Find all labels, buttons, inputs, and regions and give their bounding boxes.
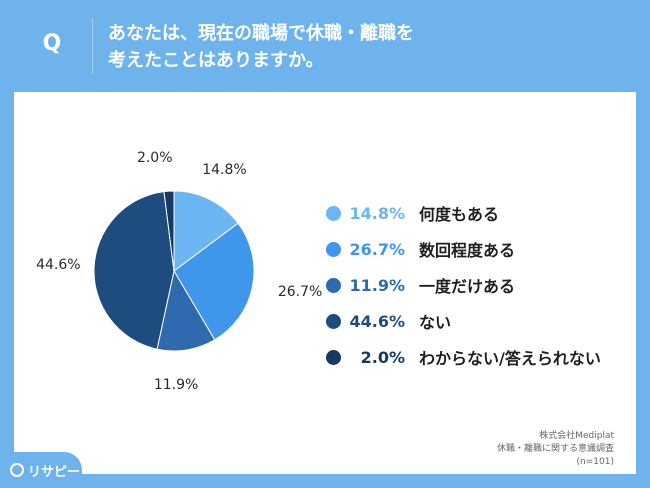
source-note: 株式会社Mediplat 休職・離職に関する意識調査 (n=101) <box>497 430 614 469</box>
question-line-1: あなたは、現在の職場で休職・離職を <box>108 23 414 44</box>
header: Q あなたは、現在の職場で休職・離職を 考えたことはありますか。 <box>0 0 650 92</box>
legend-item-2: 26.7% 数回程度ある <box>326 231 626 267</box>
logo: リサピー <box>0 452 82 488</box>
source-company: 株式会社Mediplat <box>539 431 614 441</box>
pie-percent-label-2: 26.7% <box>277 284 323 301</box>
legend-swatch <box>326 277 341 293</box>
pie-slice-2 <box>173 222 255 341</box>
source-sample-size: (n=101) <box>576 457 614 467</box>
legend-swatch <box>326 313 341 329</box>
question-text: あなたは、現在の職場で休職・離職を 考えたことはありますか。 <box>108 20 628 74</box>
legend-value: 26.7% <box>349 239 405 259</box>
legend-value: 2.0% <box>360 347 405 367</box>
question-marker: Q <box>42 31 62 56</box>
legend-swatch <box>326 349 341 365</box>
question-line-2: 考えたことはありますか。 <box>108 50 324 71</box>
legend-item-5: 2.0% わからない/答えられない <box>326 339 626 375</box>
logo-icon <box>10 463 24 477</box>
legend: 14.8% 何度もある 26.7% 数回程度ある 11.9% 一度だけある 44.6% ない 2… <box>326 195 626 375</box>
header-divider <box>92 18 93 74</box>
legend-swatch <box>326 205 341 221</box>
legend-value: 14.8% <box>349 203 405 223</box>
pie-percent-label-5: 2.0% <box>136 150 173 167</box>
legend-swatch <box>326 241 341 257</box>
pie-slice-5 <box>163 190 175 272</box>
legend-item-3: 11.9% 一度だけある <box>326 267 626 303</box>
pie-slice-4 <box>93 191 175 350</box>
legend-label: 一度だけある <box>419 277 516 296</box>
pie-percent-label-4: 44.6% <box>36 257 81 274</box>
pie-percent-label-3: 11.9% <box>153 376 199 393</box>
pie-chart <box>93 190 255 352</box>
chart-card: 14.8% 26.7% 11.9% 44.6% 2.0% 14.8% 何度もある 26.7%… <box>14 92 636 474</box>
pie-slice-3 <box>156 269 216 352</box>
legend-item-4: 44.6% ない <box>326 303 626 339</box>
legend-value: 11.9% <box>349 275 405 295</box>
source-survey: 休職・離職に関する意識調査 <box>496 444 614 454</box>
legend-label: 何度もある <box>419 205 500 224</box>
logo-text: リサピー <box>28 464 81 480</box>
legend-label: 数回程度ある <box>419 241 516 260</box>
legend-value: 44.6% <box>349 311 405 331</box>
pie-percent-label-1: 14.8% <box>202 161 247 178</box>
pie-slice-1 <box>173 190 239 272</box>
legend-label: わからない/答えられない <box>419 349 601 368</box>
legend-item-1: 14.8% 何度もある <box>326 195 626 231</box>
legend-label: ない <box>419 313 452 332</box>
